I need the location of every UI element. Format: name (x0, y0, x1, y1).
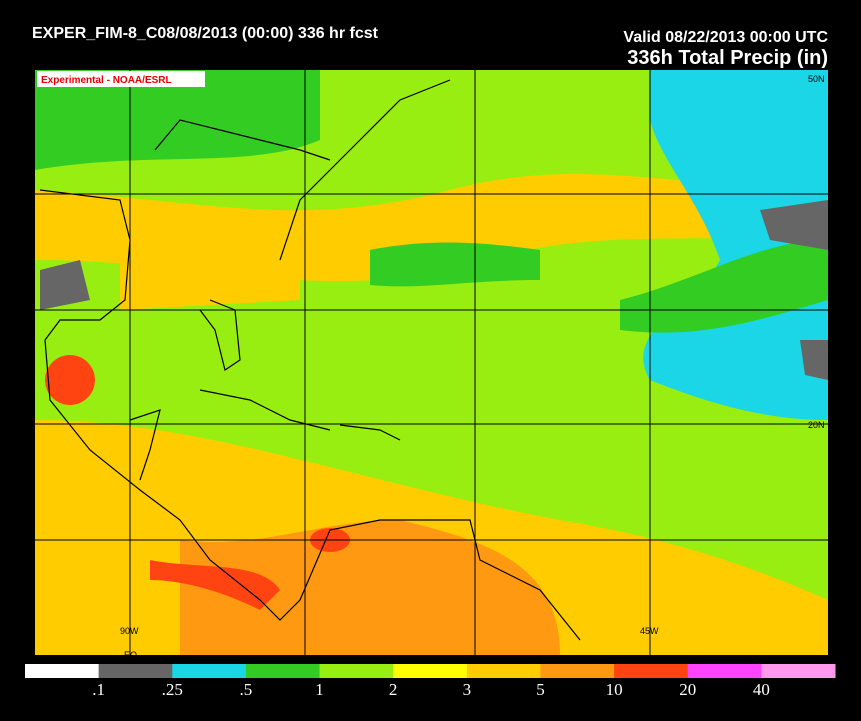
lat-label: 20N (808, 420, 825, 430)
lat-label: 50N (808, 74, 825, 84)
colorbar-label: 1 (315, 680, 324, 699)
colorbar-label: 2 (389, 680, 398, 699)
color-swatch (761, 664, 836, 678)
colorbar: .1 .25 .5 1 2 3 5 10 20 40 (25, 664, 836, 699)
colorbar-label: 5 (536, 680, 545, 699)
color-swatch (98, 664, 173, 678)
colorbar-label: .5 (240, 680, 253, 699)
colorbar-label: .1 (92, 680, 105, 699)
valid-time: Valid 08/22/2013 00:00 UTC (623, 29, 828, 46)
color-swatch (393, 664, 468, 678)
colorbar-label: 3 (463, 680, 472, 699)
badge: Experimental - NOAA/ESRL (41, 75, 172, 86)
color-swatch (319, 664, 394, 678)
map: Experimental - NOAA/ESRL 50N 20N 90W 45W… (35, 70, 828, 660)
color-swatch (245, 664, 321, 678)
color-swatch (687, 664, 762, 678)
color-swatch (466, 664, 541, 678)
lon-label: 90W (120, 626, 139, 636)
color-swatch (172, 664, 247, 678)
colorbar-label: 20 (679, 680, 696, 699)
colorbar-label: 40 (753, 680, 770, 699)
run-title: EXPER_FIM-8_C08/08/2013 (00:00) 336 hr f… (32, 25, 379, 42)
color-swatch (614, 664, 689, 678)
lon-label: 45W (640, 626, 659, 636)
eq-label: EQ (124, 650, 137, 660)
colorbar-label: 10 (606, 680, 623, 699)
product-title: 336h Total Precip (in) (627, 47, 828, 69)
color-swatch (540, 664, 615, 678)
color-swatch (25, 664, 100, 678)
colorbar-label: .25 (162, 680, 183, 699)
